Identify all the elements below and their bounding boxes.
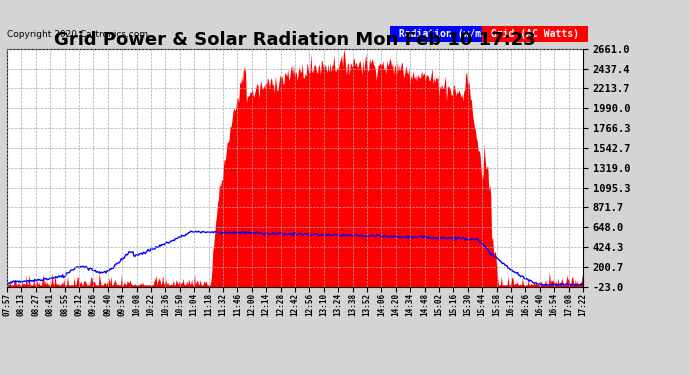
Text: Copyright 2020 Cartronics.com: Copyright 2020 Cartronics.com bbox=[7, 30, 148, 39]
Title: Grid Power & Solar Radiation Mon Feb 10 17:23: Grid Power & Solar Radiation Mon Feb 10 … bbox=[54, 31, 536, 49]
Text: Grid (AC Watts): Grid (AC Watts) bbox=[485, 29, 585, 39]
Text: Radiation (w/m2): Radiation (w/m2) bbox=[393, 29, 499, 39]
